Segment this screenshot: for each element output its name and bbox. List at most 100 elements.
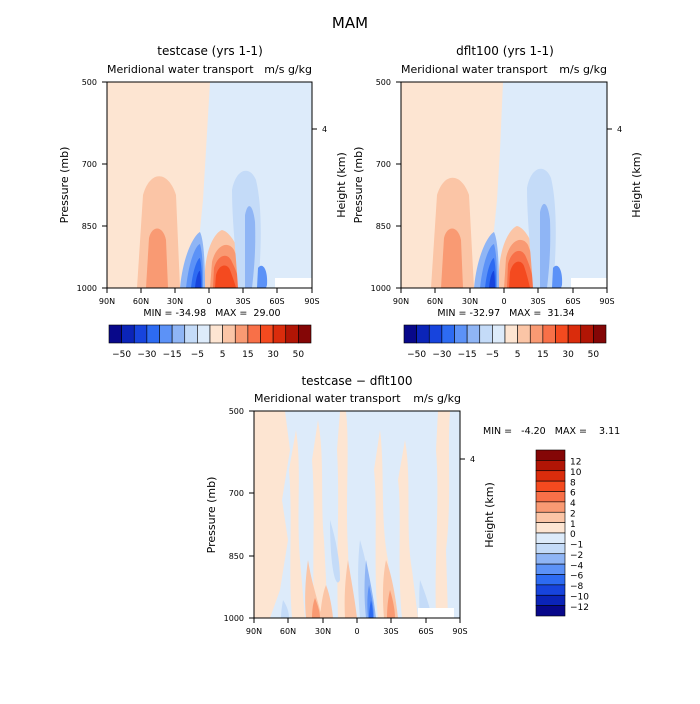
- panel-1-ylabel-right: Height (km): [335, 152, 348, 218]
- colorbar-swatch: [441, 324, 455, 344]
- panel-2-stats: MIN = -32.97 MAX = 31.34: [437, 308, 574, 319]
- colorbar-swatch: [171, 324, 186, 344]
- colorbar-3-label: 10: [570, 468, 582, 478]
- colorbar-swatch: [535, 605, 566, 617]
- panel-1-xtick: 60S: [269, 297, 284, 306]
- colorbar-3-label: −2: [570, 551, 583, 561]
- panel-1-ytick: 700: [82, 160, 97, 169]
- panel-2-subtitle-right: m/s g/kg: [559, 63, 607, 76]
- colorbar-swatch: [133, 324, 148, 344]
- panel-2-ytick-right: 4: [617, 125, 622, 134]
- colorbar-1-label: −15: [163, 350, 182, 360]
- panel-2-subtitle-left: Meridional water transport: [401, 63, 548, 76]
- panel-1-subtitle-right: m/s g/kg: [264, 63, 312, 76]
- colorbar-swatch: [197, 324, 211, 344]
- colorbar-3-label: 4: [570, 499, 576, 509]
- panel-1-xtick: 0: [206, 297, 211, 306]
- panel-3-stats: MIN = -4.20 MAX = 3.11: [483, 426, 620, 437]
- panel-1-xtick: 30N: [167, 297, 183, 306]
- panel-3-xtick: 30N: [315, 627, 331, 636]
- panel-3-ytick: 1000: [224, 614, 244, 623]
- panel-1-xtick: 90S: [304, 297, 319, 306]
- colorbar-2-label: −15: [458, 350, 477, 360]
- colorbar-3-label: −8: [570, 582, 584, 592]
- colorbar-2-label: −50: [407, 350, 426, 360]
- colorbar-1-label: 15: [242, 350, 253, 360]
- panel-2-ytick: 700: [376, 160, 391, 169]
- colorbar-swatch: [479, 324, 493, 344]
- panel-1-field: [107, 82, 312, 288]
- colorbar-1-label: 30: [267, 350, 279, 360]
- colorbar-swatch: [184, 324, 198, 344]
- panel-1-ylabel: Pressure (mb): [58, 147, 71, 224]
- colorbar-3-label: −12: [570, 603, 589, 613]
- colorbar-1-label: −5: [191, 350, 204, 360]
- colorbar-swatch: [535, 543, 566, 555]
- panel-2-xtick: 90S: [599, 297, 614, 306]
- colorbar-dflt100-labels: −50 −30 −15 −5 5 15 30 50: [407, 350, 599, 360]
- colorbar-swatch: [535, 511, 566, 523]
- panel-3-subtitle-right: m/s g/kg: [413, 392, 461, 405]
- panel-2-field: [401, 82, 607, 288]
- panel-dflt100: dflt100 (yrs 1-1) Meridional water trans…: [352, 44, 643, 319]
- colorbar-swatch: [580, 324, 594, 344]
- colorbar-swatch: [403, 324, 417, 344]
- colorbar-dflt100: [403, 324, 607, 344]
- colorbar-swatch: [535, 449, 566, 461]
- colorbar-swatch: [535, 460, 566, 472]
- colorbar-swatch: [555, 324, 569, 344]
- panel-3-xtick: 0: [354, 627, 359, 636]
- panel-2-ytick: 850: [376, 222, 391, 231]
- colorbar-swatch: [298, 324, 312, 344]
- colorbar-1-label: −50: [112, 350, 131, 360]
- colorbar-swatch: [416, 324, 430, 344]
- colorbar-swatch: [535, 501, 566, 513]
- panel-3-ylabel: Pressure (mb): [205, 477, 218, 554]
- colorbar-testcase: [108, 324, 312, 344]
- colorbar-2-label: 5: [515, 350, 521, 360]
- colorbar-swatch: [535, 470, 566, 482]
- panel-1-title: testcase (yrs 1-1): [157, 44, 263, 58]
- colorbar-1-label: −30: [137, 350, 156, 360]
- panel-1-xtick: 30S: [235, 297, 250, 306]
- panel-3-ytick: 500: [229, 407, 244, 416]
- colorbar-swatch: [529, 324, 544, 344]
- colorbar-3-label: 1: [570, 520, 576, 530]
- colorbar-swatch: [535, 480, 566, 492]
- panel-2-ylabel-right: Height (km): [630, 152, 643, 218]
- panel-2-title: dflt100 (yrs 1-1): [456, 44, 554, 58]
- panel-3-field: [254, 411, 460, 618]
- panel-1-stats: MIN = -34.98 MAX = 29.00: [143, 308, 280, 319]
- colorbar-swatch: [535, 491, 566, 503]
- panel-1-ytick: 850: [82, 222, 97, 231]
- colorbar-swatch: [535, 553, 566, 565]
- colorbar-swatch: [108, 324, 122, 344]
- colorbar-2-label: 50: [588, 350, 600, 360]
- colorbar-testcase-labels: −50 −30 −15 −5 5 15 30 50: [112, 350, 304, 360]
- panel-1-ytick: 1000: [77, 284, 97, 293]
- colorbar-3-label: 12: [570, 458, 581, 468]
- colorbar-swatch: [260, 324, 274, 344]
- colorbar-swatch: [535, 574, 566, 586]
- panel-3-ytick-right: 4: [470, 455, 475, 464]
- colorbar-swatch: [159, 324, 173, 344]
- colorbar-3-label: −10: [570, 592, 589, 602]
- colorbar-2-label: −5: [486, 350, 499, 360]
- colorbar-swatch: [454, 324, 468, 344]
- panel-1-ytick: 500: [82, 78, 97, 87]
- colorbar-swatch: [517, 324, 531, 344]
- panel-2-xtick: 60N: [427, 297, 443, 306]
- colorbar-swatch: [492, 324, 506, 344]
- colorbar-2-label: 15: [537, 350, 548, 360]
- panel-testcase: testcase (yrs 1-1) Meridional water tran…: [58, 44, 348, 319]
- colorbar-swatch: [535, 584, 566, 596]
- panel-2-xtick: 60S: [565, 297, 580, 306]
- colorbar-2-label: −30: [432, 350, 451, 360]
- colorbar-1-label: 50: [293, 350, 305, 360]
- colorbar-swatch: [567, 324, 582, 344]
- colorbar-swatch: [247, 324, 261, 344]
- panel-2-xtick: 30S: [530, 297, 545, 306]
- colorbar-swatch: [535, 594, 566, 606]
- colorbar-swatch: [593, 324, 607, 344]
- panel-3-ytick: 700: [229, 489, 244, 498]
